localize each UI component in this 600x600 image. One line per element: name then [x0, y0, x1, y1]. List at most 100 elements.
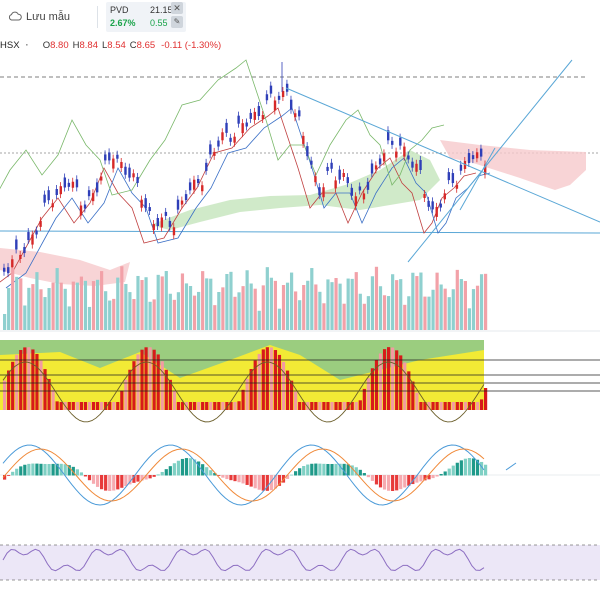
high-label: H — [72, 39, 80, 51]
volume-bar — [112, 298, 116, 330]
macd-projection-line — [505, 462, 517, 471]
oscillator-bar — [35, 353, 39, 410]
oscillator-bar — [435, 402, 439, 410]
candle-up — [95, 182, 99, 193]
price-chart-canvas[interactable] — [0, 52, 600, 600]
candle-up — [124, 166, 127, 175]
candle-up — [225, 122, 228, 133]
macd-histogram-bar — [31, 463, 35, 476]
volume-bar — [475, 285, 480, 330]
oscillator-bar — [112, 402, 116, 410]
oscillator-bar — [229, 402, 233, 410]
oscillator-bar — [330, 402, 334, 410]
oscillator-bar — [197, 402, 201, 410]
oscillator-bar — [289, 380, 294, 410]
macd-histogram-bar — [221, 475, 225, 478]
oscillator-bar — [354, 402, 358, 410]
volume-bar — [370, 276, 375, 330]
candle-up — [350, 187, 354, 196]
price-pane[interactable] — [0, 59, 600, 289]
macd-histogram-bar — [39, 463, 43, 476]
candle-up — [467, 153, 471, 164]
candle-up — [205, 162, 208, 171]
candle-up — [15, 239, 18, 250]
macd-histogram-bar — [289, 474, 294, 476]
candle-down — [51, 203, 54, 208]
candle-up — [427, 200, 430, 207]
oscillator-bar — [213, 402, 217, 410]
macd-histogram-bar — [124, 475, 128, 487]
volume-bar — [23, 305, 27, 330]
macd-histogram-bar — [342, 463, 346, 476]
candle-up — [23, 247, 26, 254]
macd-histogram-bar — [391, 475, 395, 491]
macd-histogram-bar — [306, 464, 310, 476]
edit-icon[interactable]: ✎ — [171, 16, 183, 28]
candle-up — [156, 217, 159, 226]
candle-up — [310, 160, 313, 165]
macd-histogram-bar — [273, 475, 278, 489]
candle-down — [91, 193, 95, 202]
volume-bar — [346, 278, 350, 330]
macd-pane — [0, 444, 600, 506]
volume-bar — [11, 268, 15, 330]
oscillator-bar — [273, 350, 278, 410]
close-icon[interactable]: ✕ — [171, 2, 183, 14]
macd-histogram-bar — [471, 458, 476, 476]
volume-bar — [188, 286, 193, 330]
volume-bar — [128, 292, 132, 330]
macd-histogram-bar — [164, 469, 168, 476]
macd-histogram-bar — [302, 466, 306, 476]
volume-bar — [39, 289, 43, 330]
candle-up — [366, 181, 370, 190]
volume-bar — [306, 280, 310, 330]
candle-down — [314, 176, 317, 183]
save-template-button[interactable]: Lưu mẫu — [2, 6, 76, 28]
oscillator-bar — [459, 402, 463, 410]
macd-histogram-bar — [322, 463, 326, 476]
volume-bar — [19, 278, 23, 330]
candle-down — [294, 113, 297, 118]
macd-histogram-bar — [285, 475, 290, 479]
volume-bar — [3, 314, 7, 330]
candle-up — [459, 164, 463, 171]
descending-trendline — [285, 87, 600, 223]
volume-bar — [15, 276, 19, 330]
volume-bar — [415, 276, 419, 330]
candle-up — [116, 154, 119, 159]
oscillator-bar — [427, 402, 431, 410]
volume-bar — [382, 295, 387, 330]
oscillator-bar — [342, 402, 346, 410]
candle-up — [188, 182, 192, 191]
candle-up — [67, 182, 71, 187]
volume-bar — [358, 293, 362, 330]
macd-histogram-bar — [354, 467, 358, 476]
oscillator-bar — [3, 380, 7, 410]
oscillator-bar — [168, 379, 172, 410]
candle-up — [386, 130, 390, 141]
candle-up — [55, 189, 58, 196]
oscillator-bar — [314, 402, 318, 410]
candle-down — [435, 206, 438, 217]
macd-histogram-bar — [79, 472, 83, 476]
oscillator-bar — [39, 360, 43, 410]
macd-histogram-bar — [59, 463, 63, 476]
candle-up — [7, 267, 10, 274]
volume-bar — [156, 274, 160, 330]
macd-histogram-bar — [132, 475, 136, 483]
volume-bar — [338, 283, 342, 330]
candle-down — [354, 196, 358, 207]
candle-down — [39, 220, 42, 227]
volume-bar — [407, 296, 411, 330]
oscillator-bar — [233, 402, 237, 410]
candle-up — [148, 207, 151, 212]
volume-bar — [168, 293, 172, 330]
macd-histogram-bar — [366, 475, 370, 478]
volume-bar — [294, 291, 298, 330]
volume-bar — [435, 272, 439, 330]
macd-histogram-bar — [176, 460, 181, 476]
oscillator-bar — [358, 400, 362, 410]
candle-down — [362, 193, 366, 200]
macd-histogram-bar — [386, 475, 391, 491]
candle-up — [330, 162, 333, 169]
